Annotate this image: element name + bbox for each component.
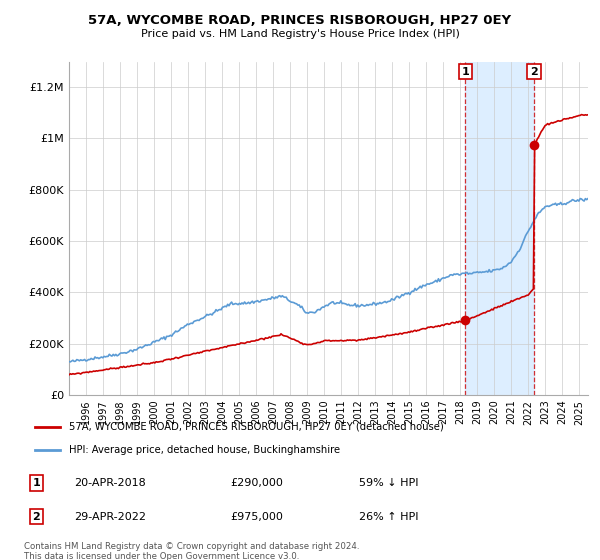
- Text: 26% ↑ HPI: 26% ↑ HPI: [359, 512, 418, 521]
- Text: Contains HM Land Registry data © Crown copyright and database right 2024.
This d: Contains HM Land Registry data © Crown c…: [24, 542, 359, 560]
- Text: 57A, WYCOMBE ROAD, PRINCES RISBOROUGH, HP27 0EY (detached house): 57A, WYCOMBE ROAD, PRINCES RISBOROUGH, H…: [68, 422, 443, 432]
- Text: £975,000: £975,000: [230, 512, 283, 521]
- Text: 57A, WYCOMBE ROAD, PRINCES RISBOROUGH, HP27 0EY: 57A, WYCOMBE ROAD, PRINCES RISBOROUGH, H…: [88, 14, 512, 27]
- Text: 20-APR-2018: 20-APR-2018: [74, 478, 146, 488]
- Text: 1: 1: [461, 67, 469, 77]
- Text: 59% ↓ HPI: 59% ↓ HPI: [359, 478, 418, 488]
- Text: Price paid vs. HM Land Registry's House Price Index (HPI): Price paid vs. HM Land Registry's House …: [140, 29, 460, 39]
- Text: HPI: Average price, detached house, Buckinghamshire: HPI: Average price, detached house, Buck…: [68, 445, 340, 455]
- Text: 2: 2: [32, 512, 40, 521]
- Text: 1: 1: [32, 478, 40, 488]
- Bar: [466, 62, 534, 395]
- Text: £290,000: £290,000: [230, 478, 283, 488]
- Text: 2: 2: [530, 67, 538, 77]
- Text: 29-APR-2022: 29-APR-2022: [74, 512, 146, 521]
